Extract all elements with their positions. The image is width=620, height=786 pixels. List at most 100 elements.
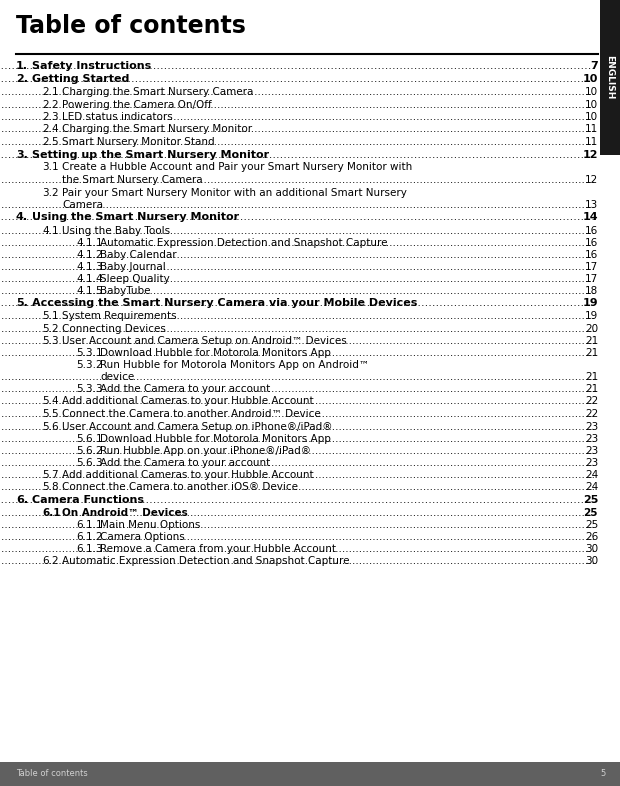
Text: 2.3: 2.3 — [42, 112, 59, 122]
Text: ................................................................................: ........................................… — [0, 532, 596, 542]
Text: 6.1.3: 6.1.3 — [76, 545, 103, 554]
Text: 12: 12 — [583, 149, 598, 160]
Text: 4.1.3: 4.1.3 — [76, 262, 103, 272]
Text: User Account and Camera Setup on Android™ Devices: User Account and Camera Setup on Android… — [62, 336, 347, 346]
Text: 6.1: 6.1 — [42, 508, 61, 518]
Text: 5.3.2: 5.3.2 — [76, 361, 103, 370]
Text: Connect the Camera to another iOS® Device: Connect the Camera to another iOS® Devic… — [62, 483, 298, 493]
Text: 22: 22 — [585, 409, 598, 419]
Bar — [0, 762, 620, 786]
Text: 4.1: 4.1 — [42, 226, 59, 236]
Text: ................................................................................: ........................................… — [0, 250, 596, 260]
Text: Connect the Camera to another Android™ Device: Connect the Camera to another Android™ D… — [62, 409, 321, 419]
Text: ................................................................................: ........................................… — [0, 238, 596, 248]
Text: 4.1.5: 4.1.5 — [76, 286, 103, 296]
Text: 10: 10 — [583, 74, 598, 84]
Text: 5.5: 5.5 — [42, 409, 59, 419]
Text: Run Hubble App on your iPhone®/iPad®: Run Hubble App on your iPhone®/iPad® — [100, 446, 311, 456]
Text: 4.1.1: 4.1.1 — [76, 238, 103, 248]
Text: User Account and Camera Setup on iPhone®/iPad®: User Account and Camera Setup on iPhone®… — [62, 421, 332, 432]
Text: Main Menu Options: Main Menu Options — [100, 520, 200, 531]
Text: 25: 25 — [583, 495, 598, 505]
Text: ................................................................................: ........................................… — [0, 483, 596, 493]
Text: ................................................................................: ........................................… — [0, 286, 596, 296]
Text: 3.2: 3.2 — [42, 188, 59, 197]
Text: Baby Calendar: Baby Calendar — [100, 250, 177, 260]
Text: Add additional Cameras to your Hubble Account: Add additional Cameras to your Hubble Ac… — [62, 396, 314, 406]
Text: Table of contents: Table of contents — [16, 769, 88, 778]
Text: Add additional Cameras to your Hubble Account: Add additional Cameras to your Hubble Ac… — [62, 470, 314, 480]
Text: 6.1.1: 6.1.1 — [76, 520, 103, 531]
Text: ENGLISH: ENGLISH — [606, 55, 614, 100]
Text: ................................................................................: ........................................… — [0, 124, 596, 134]
Text: 11: 11 — [585, 137, 598, 147]
Text: ................................................................................: ........................................… — [0, 556, 596, 567]
Text: BabyTube: BabyTube — [100, 286, 151, 296]
Text: 2.2: 2.2 — [42, 100, 59, 109]
Text: ................................................................................: ........................................… — [0, 274, 596, 284]
Text: 16: 16 — [585, 226, 598, 236]
Text: 16: 16 — [585, 250, 598, 260]
Bar — [600, 0, 620, 155]
Text: Download Hubble for Motorola Monitors App: Download Hubble for Motorola Monitors Ap… — [100, 348, 331, 358]
Text: 5.4: 5.4 — [42, 396, 59, 406]
Text: 5.1: 5.1 — [42, 311, 59, 321]
Text: Remove a Camera from your Hubble Account: Remove a Camera from your Hubble Account — [100, 545, 336, 554]
Text: ................................................................................: ........................................… — [0, 74, 596, 84]
Text: 5.2: 5.2 — [42, 324, 59, 333]
Text: Connecting Devices: Connecting Devices — [62, 324, 166, 333]
Text: Camera Functions: Camera Functions — [32, 495, 144, 505]
Text: 5: 5 — [601, 769, 606, 778]
Text: 6.: 6. — [16, 495, 28, 505]
Text: 30: 30 — [585, 556, 598, 567]
Text: device: device — [100, 373, 135, 383]
Text: 10: 10 — [585, 112, 598, 122]
Text: 30: 30 — [585, 545, 598, 554]
Text: 13: 13 — [585, 200, 598, 210]
Text: ................................................................................: ........................................… — [0, 458, 596, 468]
Text: 23: 23 — [585, 421, 598, 432]
Text: 2.5: 2.5 — [42, 137, 59, 147]
Text: 25: 25 — [585, 520, 598, 531]
Text: Add the Camera to your account: Add the Camera to your account — [100, 384, 270, 395]
Text: Powering the Camera On/Off: Powering the Camera On/Off — [62, 100, 212, 109]
Text: 10: 10 — [585, 100, 598, 109]
Text: 17: 17 — [585, 262, 598, 272]
Text: 1.: 1. — [16, 61, 28, 71]
Text: System Requirements: System Requirements — [62, 311, 177, 321]
Text: 5.3: 5.3 — [42, 336, 59, 346]
Text: 22: 22 — [585, 396, 598, 406]
Text: 25: 25 — [583, 508, 598, 518]
Text: 23: 23 — [585, 434, 598, 444]
Text: 11: 11 — [585, 124, 598, 134]
Text: Table of contents: Table of contents — [16, 14, 246, 38]
Text: Using the Baby Tools: Using the Baby Tools — [62, 226, 170, 236]
Text: ................................................................................: ........................................… — [0, 100, 596, 109]
Text: 5.6.3: 5.6.3 — [76, 458, 103, 468]
Text: 17: 17 — [585, 274, 598, 284]
Text: 18: 18 — [585, 286, 598, 296]
Text: On Android™ Devices: On Android™ Devices — [62, 508, 188, 518]
Text: 14: 14 — [582, 212, 598, 222]
Text: ................................................................................: ........................................… — [0, 112, 596, 122]
Text: Pair your Smart Nursery Monitor with an additional Smart Nursery: Pair your Smart Nursery Monitor with an … — [62, 188, 407, 197]
Text: 23: 23 — [585, 458, 598, 468]
Text: 19: 19 — [582, 298, 598, 308]
Text: 2.: 2. — [16, 74, 28, 84]
Text: 5.6: 5.6 — [42, 421, 59, 432]
Text: 21: 21 — [585, 373, 598, 383]
Text: ................................................................................: ........................................… — [0, 336, 596, 346]
Text: ................................................................................: ........................................… — [0, 470, 596, 480]
Text: 3.: 3. — [16, 149, 28, 160]
Text: ................................................................................: ........................................… — [0, 545, 596, 554]
Text: LED status indicators: LED status indicators — [62, 112, 173, 122]
Text: Safety Instructions: Safety Instructions — [32, 61, 151, 71]
Bar — [0, 0, 620, 52]
Text: 6.2: 6.2 — [42, 556, 59, 567]
Text: 21: 21 — [585, 384, 598, 395]
Text: Sleep Quality: Sleep Quality — [100, 274, 170, 284]
Text: 21: 21 — [585, 348, 598, 358]
Text: 5.3.3: 5.3.3 — [76, 384, 103, 395]
Text: ................................................................................: ........................................… — [0, 200, 596, 210]
Text: Charging the Smart Nursery Monitor: Charging the Smart Nursery Monitor — [62, 124, 252, 134]
